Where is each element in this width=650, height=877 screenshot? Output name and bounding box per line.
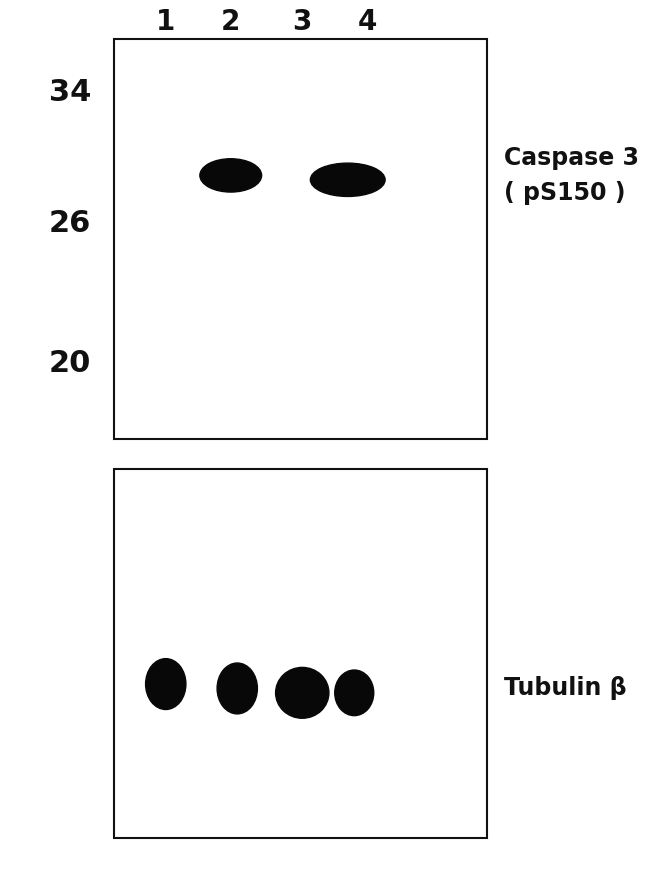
Text: 2: 2 bbox=[221, 8, 240, 36]
Text: 3: 3 bbox=[292, 8, 312, 36]
Text: 1: 1 bbox=[156, 8, 176, 36]
Ellipse shape bbox=[200, 159, 261, 192]
Ellipse shape bbox=[276, 667, 329, 718]
Text: 26: 26 bbox=[49, 209, 91, 239]
Ellipse shape bbox=[335, 670, 374, 716]
Bar bbox=[114, 469, 487, 838]
Ellipse shape bbox=[296, 684, 320, 712]
Ellipse shape bbox=[232, 680, 250, 708]
Ellipse shape bbox=[338, 675, 359, 705]
Text: 20: 20 bbox=[49, 349, 91, 379]
Ellipse shape bbox=[217, 663, 257, 714]
Ellipse shape bbox=[280, 674, 309, 707]
Ellipse shape bbox=[350, 685, 367, 710]
Ellipse shape bbox=[161, 675, 179, 703]
Text: 4: 4 bbox=[358, 8, 377, 36]
Ellipse shape bbox=[146, 659, 186, 709]
Text: Tubulin β: Tubulin β bbox=[504, 676, 627, 701]
Ellipse shape bbox=[311, 163, 385, 196]
Text: Caspase 3
( pS150 ): Caspase 3 ( pS150 ) bbox=[504, 146, 639, 205]
Ellipse shape bbox=[220, 669, 242, 702]
Ellipse shape bbox=[149, 665, 171, 698]
Bar bbox=[114, 39, 487, 438]
Text: 34: 34 bbox=[49, 77, 91, 107]
